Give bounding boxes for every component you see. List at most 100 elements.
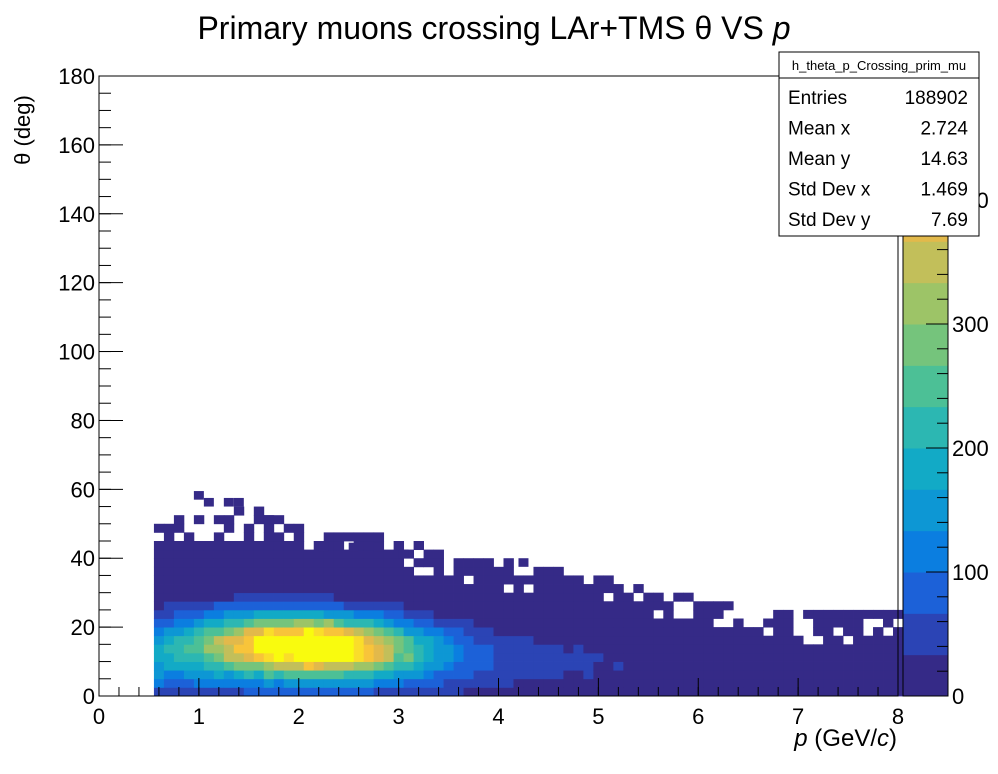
heatmap-bin [463,584,474,594]
heatmap-bin [503,627,514,637]
heatmap-bin [493,601,504,611]
heatmap-bin [183,609,195,619]
heatmap-bin [603,687,614,697]
heatmap-bin [603,609,614,619]
heatmap-bin [453,618,464,628]
heatmap-bin [483,627,494,637]
heatmap-bin [593,670,604,680]
heatmap-bin [383,661,395,671]
heatmap-bin [333,601,345,611]
x-tick-label: 5 [592,704,604,729]
heatmap-bin [693,618,704,628]
heatmap-bin [223,558,235,568]
heatmap-bin [703,678,714,688]
heatmap-bin [233,549,245,559]
heatmap-bin [223,515,235,525]
heatmap-bin [843,670,854,680]
heatmap-bin [223,584,235,594]
heatmap-bin [773,635,784,645]
heatmap-bin [203,584,215,594]
x-tick-label: 2 [293,704,305,729]
heatmap-bin [443,652,454,662]
heatmap-bin [623,670,634,680]
heatmap-bin [783,652,794,662]
heatmap-bin [223,652,235,662]
heatmap-bin [673,592,684,602]
heatmap-bin [493,635,504,645]
heatmap-bin [613,584,624,594]
heatmap-bin [353,549,365,559]
heatmap-bin [413,584,424,594]
stats-row-value: 7.69 [931,210,968,231]
heatmap-bin [793,644,804,654]
heatmap-bin [193,601,205,611]
heatmap-bin [273,541,285,551]
heatmap-bin [283,661,295,671]
heatmap-bin [573,661,584,671]
heatmap-bin [253,592,265,602]
heatmap-bin [863,678,874,688]
heatmap-bin [263,678,275,688]
heatmap-bin [483,661,494,671]
heatmap-bin [343,678,355,688]
heatmap-bin [473,609,484,619]
heatmap-bin [363,652,375,662]
heatmap-bin [583,592,594,602]
heatmap-bin [593,592,604,602]
heatmap-bin [423,549,434,559]
heatmap-bin [583,601,594,611]
heatmap-bin [513,627,524,637]
heatmap-bin [643,592,654,602]
heatmap-bin [693,670,704,680]
heatmap-bin [433,627,444,637]
heatmap-bin [223,541,235,551]
heatmap-bin [823,678,834,688]
heatmap-bin [243,541,255,551]
heatmap-bin [363,618,375,628]
heatmap-bin [153,575,165,585]
heatmap-bin [333,558,345,568]
chart-title: Primary muons crossing LAr+TMS θ VS p [197,10,790,46]
heatmap-bin [323,635,335,645]
heatmap-bin [553,635,564,645]
heatmap-bin [423,670,434,680]
heatmap-bin [463,661,474,671]
heatmap-bin [413,644,424,654]
heatmap-bin [853,627,864,637]
heatmap-bin [303,575,315,585]
heatmap-bin [743,627,754,637]
heatmap-bin [863,644,874,654]
heatmap-bin [173,541,185,551]
heatmap-bin [243,609,255,619]
heatmap-bin [393,575,405,585]
heatmap-bin [443,678,454,688]
stats-box-title: h_theta_p_Crossing_prim_mu [792,58,966,73]
color-scale-segment [903,241,948,284]
heatmap-bin [613,678,624,688]
heatmap-bin [613,644,624,654]
heatmap-bin [353,635,365,645]
heatmap-bin [303,566,315,576]
heatmap-bin [663,609,674,619]
heatmap-bin [373,566,385,576]
heatmap-bin [263,652,275,662]
heatmap-bin [353,627,365,637]
heatmap-bin [863,670,874,680]
heatmap-bin [423,592,434,602]
heatmap-bin [553,592,564,602]
heatmap-bin [153,670,165,680]
heatmap-bin [393,627,405,637]
heatmap-bin [363,566,375,576]
heatmap-bin [883,678,894,688]
heatmap-bin [393,644,405,654]
stats-row-value: 2.724 [920,119,968,140]
heatmap-bin [273,515,285,525]
heatmap-bin [783,670,794,680]
heatmap-bin [383,627,395,637]
heatmap-bin [203,627,215,637]
heatmap-bin [663,678,674,688]
heatmap-bin [318,542,329,552]
y-tick-label: 140 [58,202,95,227]
heatmap-bin [293,609,305,619]
heatmap-bin [373,661,385,671]
